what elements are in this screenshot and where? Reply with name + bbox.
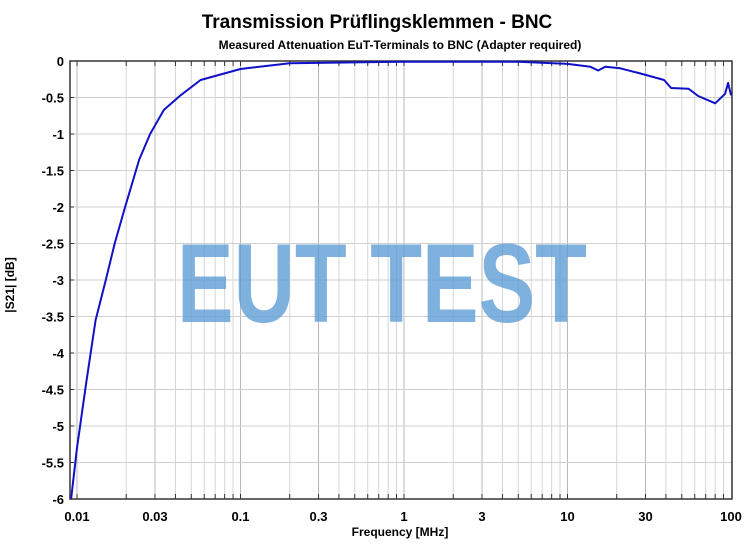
x-axis-ticks: 0.01 0.03 0.1 0.3 1 3 10 30 100 (64, 61, 742, 524)
x-tick-label: 0.01 (64, 509, 89, 524)
y-tick-label: -5.5 (42, 456, 64, 471)
y-tick-label: -2.5 (42, 237, 64, 252)
x-tick-label: 0.3 (309, 509, 327, 524)
y-tick-label: -3.5 (42, 310, 64, 325)
watermark: EUT TEST (177, 221, 587, 346)
y-tick-label: -4.5 (42, 383, 64, 398)
y-tick-label: -6 (52, 492, 64, 507)
y-axis-ticks: 0 -0.5 -1 -1.5 -2 -2.5 -3 -3.5 -4 -4.5 -5 -5.5 -6 (42, 54, 74, 507)
grid-lines (70, 60, 732, 500)
x-tick-label: 1 (400, 509, 407, 524)
chart-subtitle: Measured Attenuation EuT-Terminals to BN… (218, 38, 582, 52)
x-tick-label: 0.03 (142, 509, 167, 524)
y-tick-label: -0.5 (42, 91, 64, 106)
s21-curve (70, 60, 732, 500)
y-tick-label: -4 (52, 346, 64, 361)
x-tick-label: 3 (478, 509, 485, 524)
y-tick-label: -1.5 (42, 164, 64, 179)
y-tick-label: -3 (52, 273, 64, 288)
y-axis-label: |S21| [dB] (3, 257, 17, 312)
x-tick-label: 30 (638, 509, 652, 524)
x-axis-label: Frequency [MHz] (352, 525, 449, 539)
y-tick-label: -1 (52, 127, 64, 142)
y-tick-label: -5 (52, 419, 64, 434)
chart-title: Transmission Prüflingsklemmen - BNC (201, 12, 553, 33)
y-tick-label: -2 (52, 200, 64, 215)
x-tick-label: 0.1 (231, 509, 249, 524)
x-tick-label: 100 (720, 509, 742, 524)
y-tick-label: 0 (57, 54, 64, 69)
x-tick-label: 10 (560, 509, 574, 524)
